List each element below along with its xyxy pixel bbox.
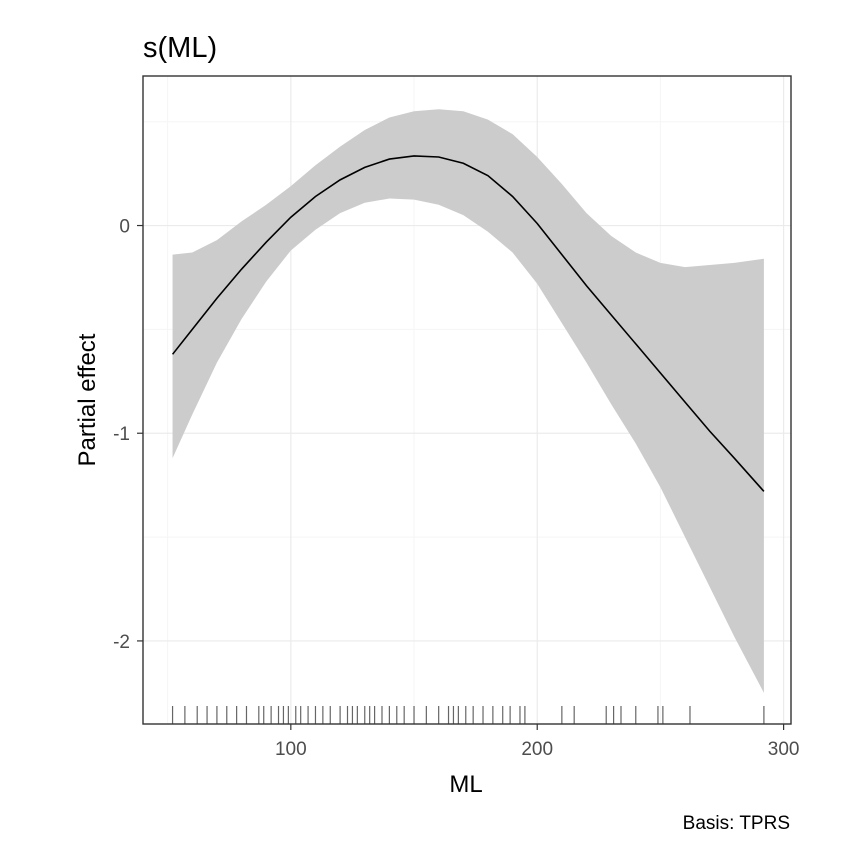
y-axis: -2 -1 0 <box>113 217 143 653</box>
y-tick-label: -2 <box>113 632 130 653</box>
x-axis-title: ML <box>449 771 482 798</box>
y-tick-label: -1 <box>113 424 130 445</box>
x-tick-label: 100 <box>275 739 307 760</box>
y-axis-title: Partial effect <box>74 333 101 466</box>
y-tick-label: 0 <box>119 217 130 238</box>
x-tick-label: 200 <box>521 739 553 760</box>
estimate-line <box>171 155 765 492</box>
confidence-ribbon <box>172 109 764 693</box>
caption: Basis: TPRS <box>683 813 790 834</box>
x-tick-label: 300 <box>768 739 800 760</box>
chart-title: s(ML) <box>143 32 217 64</box>
rug-ticks <box>171 706 765 724</box>
panel-border <box>142 75 792 725</box>
x-axis: 100 200 300 <box>275 724 799 760</box>
